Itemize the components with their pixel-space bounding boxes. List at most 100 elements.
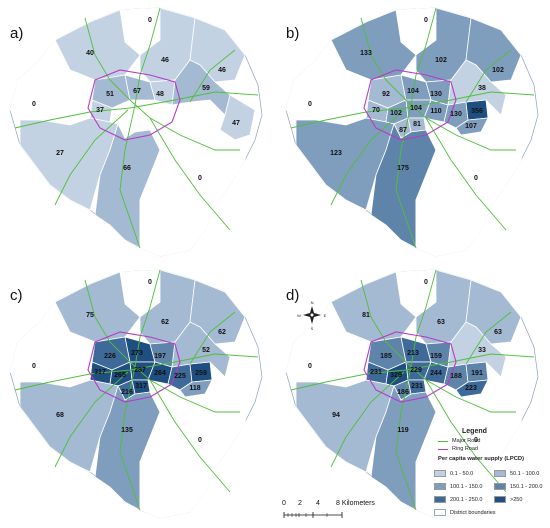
zone-label-south: 175	[397, 165, 409, 172]
major-road	[465, 311, 512, 365]
zone-label-c10: 130	[450, 111, 462, 118]
zone-label-c2: 67	[133, 88, 141, 95]
compass-e: E	[324, 313, 327, 318]
zone-label-c11: 356	[471, 108, 483, 115]
zone-label-south: 66	[123, 165, 131, 172]
panel-label-b: b)	[286, 25, 299, 42]
major-road	[149, 117, 231, 231]
major-road	[54, 109, 129, 206]
legend-subtitle: Per capita water supply (LPCD)	[438, 456, 525, 462]
major-road	[84, 17, 240, 151]
zone-east	[447, 59, 507, 116]
legend-class-1: 50.1 - 100.0	[494, 470, 539, 477]
zone-label-ncen: 63	[437, 319, 445, 326]
zone-label-c6: 287	[134, 367, 146, 374]
zone-label-c5: 102	[390, 110, 402, 117]
zone-label-east: 33	[478, 347, 486, 354]
major-road	[425, 379, 507, 493]
major-road	[330, 109, 405, 206]
zone-east	[447, 321, 507, 378]
class-label: 50.1 - 100.0	[510, 470, 540, 477]
zone-label-east: 38	[478, 85, 486, 92]
zone-label-c9: 87	[399, 127, 407, 134]
zone-label-west: 0	[32, 101, 36, 108]
zone-label-c2: 273	[131, 350, 143, 357]
zone-label-c5: 265	[114, 372, 126, 379]
zone-label-c2: 104	[407, 88, 419, 95]
zone-label-se: 0	[198, 175, 202, 182]
zone-label-ne: 62	[218, 329, 226, 336]
north-arrow-icon: N S E W	[297, 300, 327, 331]
zone-label-c1: 92	[382, 91, 390, 98]
zone-label-c11: 259	[195, 370, 207, 377]
class-swatch-icon	[434, 470, 446, 477]
zone-se	[139, 391, 251, 519]
major-road	[149, 379, 231, 493]
zone-label-north0: 0	[148, 17, 152, 24]
major-road	[189, 49, 236, 103]
ring-road	[87, 69, 181, 141]
zone-label-c3: 317	[94, 369, 106, 376]
zone-label-c7: 244	[430, 370, 442, 377]
class-swatch-icon	[494, 470, 506, 477]
zone-label-c4: 197	[154, 353, 166, 360]
zone-label-sw: 68	[56, 412, 64, 419]
district-label: District boundaries	[450, 509, 496, 516]
scale-tick-2: 2	[298, 500, 302, 507]
map-panel-a: 0 40 46 46 51 67 37 48 59 47 0 27 66 0 a)	[9, 7, 263, 257]
class-label: 200.1 - 250.0	[450, 496, 483, 503]
class-label: >250	[510, 496, 523, 503]
zone-label-c10: 188	[450, 373, 462, 380]
zone-label-ncen: 102	[435, 57, 447, 64]
zone-label-c12: 107	[465, 123, 477, 130]
zone-label-c8: 231	[411, 383, 423, 390]
zone-label-c4: 48	[156, 91, 164, 98]
zone-label-c12: 118	[189, 385, 200, 392]
zone-label-c6: 104	[410, 105, 422, 112]
class-label: 100.1 - 150.0	[450, 483, 483, 490]
scale-bar: 0 2 4 8 Kilometers	[280, 500, 420, 524]
zone-label-c3: 231	[370, 369, 382, 376]
zone-label-c11: 191	[471, 370, 483, 377]
class-label: 150.1 - 200.0	[510, 483, 543, 490]
legend-class-4: 200.1 - 250.0	[434, 496, 482, 503]
zone-label-c8: 81	[413, 121, 421, 128]
zone-c12	[455, 117, 489, 136]
zone-se	[139, 129, 251, 257]
zone-c12	[179, 379, 213, 398]
major-road	[330, 371, 405, 468]
legend-major-road: Major Road	[438, 438, 480, 444]
zone-se	[415, 129, 527, 257]
major-road	[360, 279, 516, 413]
zone-label-c9: 216	[121, 389, 133, 396]
zone-label-sw: 94	[332, 412, 340, 419]
zone-c12	[455, 379, 489, 398]
compass-w: W	[297, 313, 301, 318]
class-swatch-icon	[494, 483, 506, 490]
major-road	[14, 91, 259, 129]
zone-label-west: 0	[308, 363, 312, 370]
zone-label-south: 119	[397, 427, 408, 434]
zone-label-c8: 317	[135, 383, 147, 390]
scale-tick-4: 4	[316, 500, 320, 507]
zone-label-c1: 51	[106, 91, 114, 98]
ring-road	[363, 69, 457, 141]
zone-label-sw: 27	[56, 150, 64, 157]
zone-label-c2: 213	[407, 350, 419, 357]
scale-tick-8: 8 Kilometers	[336, 500, 375, 507]
panel-label-c: c)	[10, 287, 23, 304]
zone-label-north0: 0	[424, 17, 428, 24]
panel-label-d: d)	[286, 287, 299, 304]
compass-s: S	[311, 326, 314, 331]
zone-east	[171, 321, 231, 378]
major-road-line-icon	[438, 440, 448, 442]
zone-label-c10: 225	[174, 373, 186, 380]
zone-label-west: 0	[308, 101, 312, 108]
legend-district: District boundaries	[434, 509, 496, 516]
legend: Legend Major Road Ring Road Per capita w…	[422, 428, 546, 524]
class-swatch-icon	[434, 483, 446, 490]
zone-label-east: 52	[202, 347, 210, 354]
class-label: 0.1 - 50.0	[450, 470, 474, 477]
